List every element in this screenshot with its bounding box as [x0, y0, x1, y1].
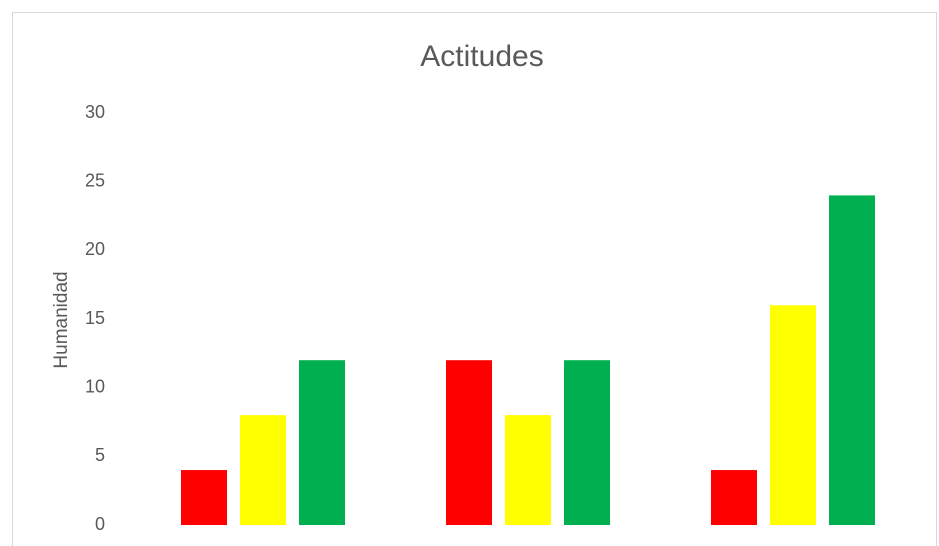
- bar: [299, 360, 345, 525]
- bar: [446, 360, 492, 525]
- y-axis-title: Humanidad: [51, 271, 72, 368]
- bar: [505, 415, 551, 525]
- bar: [829, 195, 875, 525]
- bar: [181, 470, 227, 525]
- bar: [564, 360, 610, 525]
- bar: [770, 305, 816, 525]
- chart-title: Actitudes: [420, 40, 543, 73]
- y-tick-label: 5: [95, 445, 105, 465]
- y-tick-label: 25: [85, 170, 105, 190]
- y-tick-label: 15: [85, 308, 105, 328]
- y-tick-label: 10: [85, 376, 105, 396]
- y-tick-label: 0: [95, 514, 105, 534]
- y-tick-label: 20: [85, 239, 105, 259]
- y-tick-label: 30: [85, 102, 105, 122]
- bar: [240, 415, 286, 525]
- bar: [711, 470, 757, 525]
